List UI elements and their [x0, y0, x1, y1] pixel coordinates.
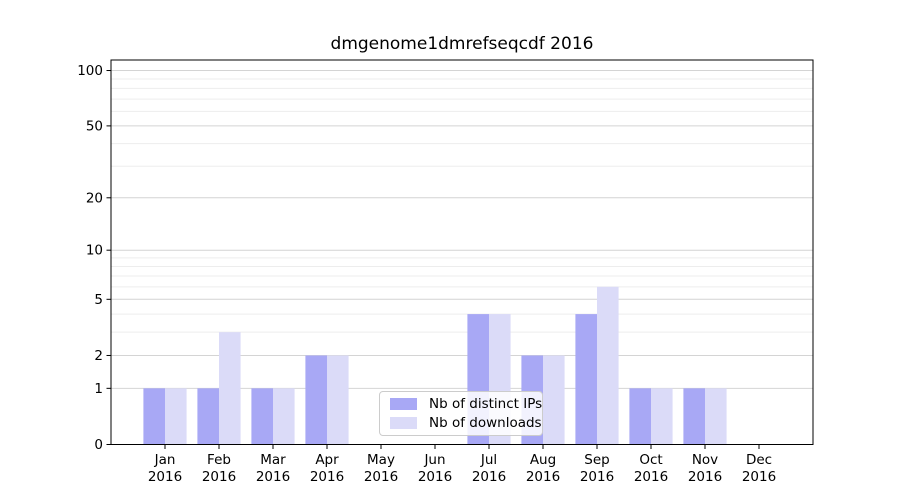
- x-tick-label-month: Apr: [315, 452, 339, 468]
- bar-nb-of-downloads-apr: [327, 355, 349, 445]
- x-tick-label-month: Jul: [480, 452, 497, 468]
- bar-nb-of-distinct-ips-oct: [629, 388, 651, 445]
- chart-title: dmgenome1dmrefseqcdf 2016: [330, 34, 594, 54]
- y-tick-label: 50: [86, 118, 103, 134]
- bar-nb-of-downloads-jan: [165, 388, 187, 445]
- y-tick-label: 100: [77, 63, 103, 79]
- bar-nb-of-downloads-nov: [705, 388, 727, 445]
- y-tick-label: 2: [94, 348, 103, 364]
- y-tick-label: 0: [94, 437, 103, 453]
- x-tick-label-year: 2016: [580, 469, 614, 485]
- x-tick-label-month: Oct: [639, 452, 662, 468]
- x-tick-label-month: Sep: [584, 452, 609, 468]
- legend-label-downloads: Nb of downloads: [429, 414, 542, 431]
- y-tick-label: 1: [94, 381, 103, 397]
- x-tick-label-month: Aug: [530, 452, 556, 468]
- x-tick-label-year: 2016: [688, 469, 722, 485]
- bar-nb-of-distinct-ips-apr: [305, 355, 327, 445]
- x-tick-label-month: Jun: [423, 452, 445, 468]
- legend: Nb of distinct IPs Nb of downloads: [379, 391, 543, 436]
- x-tick-label-month: Nov: [692, 452, 718, 468]
- y-tick-label: 20: [86, 190, 103, 206]
- legend-swatch-distinct-ips: [390, 398, 417, 410]
- x-tick-label-year: 2016: [310, 469, 344, 485]
- x-tick-label-month: Jan: [154, 452, 176, 468]
- x-tick-label-year: 2016: [472, 469, 506, 485]
- y-tick-label: 10: [86, 243, 103, 259]
- x-tick-label-month: Feb: [207, 452, 231, 468]
- x-tick-label-month: May: [367, 452, 395, 468]
- x-tick-label-year: 2016: [364, 469, 398, 485]
- plot-border: [110, 59, 814, 445]
- x-tick-label-year: 2016: [526, 469, 560, 485]
- bar-nb-of-distinct-ips-sep: [575, 314, 597, 445]
- x-tick-label-year: 2016: [742, 469, 776, 485]
- legend-item-downloads: Nb of downloads: [388, 415, 542, 431]
- bar-nb-of-distinct-ips-feb: [197, 388, 219, 445]
- legend-item-distinct-ips: Nb of distinct IPs: [388, 396, 542, 412]
- bar-nb-of-downloads-sep: [597, 286, 619, 445]
- x-tick-label-year: 2016: [418, 469, 452, 485]
- x-tick-label-year: 2016: [148, 469, 182, 485]
- bar-nb-of-distinct-ips-jan: [143, 388, 165, 445]
- x-tick-label-year: 2016: [202, 469, 236, 485]
- bar-nb-of-downloads-aug: [543, 355, 565, 445]
- y-tick-label: 5: [94, 292, 103, 308]
- bar-nb-of-distinct-ips-mar: [251, 388, 273, 445]
- bar-nb-of-distinct-ips-nov: [683, 388, 705, 445]
- legend-label-distinct-ips: Nb of distinct IPs: [429, 395, 543, 412]
- x-tick-label-year: 2016: [634, 469, 668, 485]
- legend-swatch-downloads: [390, 417, 417, 429]
- x-tick-label-month: Dec: [746, 452, 772, 468]
- bar-nb-of-downloads-mar: [273, 388, 295, 445]
- bar-nb-of-downloads-oct: [651, 388, 673, 445]
- x-tick-label-year: 2016: [256, 469, 290, 485]
- bar-nb-of-downloads-feb: [219, 332, 241, 445]
- x-tick-label-month: Mar: [260, 452, 286, 468]
